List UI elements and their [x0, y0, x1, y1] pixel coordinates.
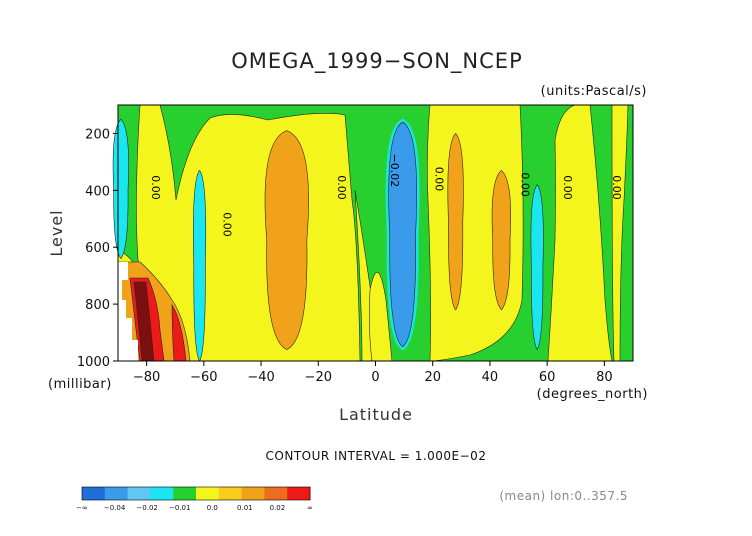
colorbar-swatch: [218, 487, 243, 500]
x-tick-label: −80: [133, 370, 160, 385]
colorbar-tick-label: −0.04: [104, 504, 126, 512]
contour-label: 0.00: [432, 167, 445, 192]
polar-detail: [117, 261, 191, 362]
x-unit-label: (degrees_north): [537, 387, 648, 402]
colorbar-tick-label: −∞: [76, 504, 88, 512]
contour-feature-6: [112, 118, 129, 260]
colorbar-tick-label: ∞: [307, 504, 313, 512]
contour-label: 0.00: [561, 175, 574, 200]
colorbar-tick-label: 0.0: [207, 504, 218, 512]
negative-omega-regions: [112, 118, 544, 362]
strong-positive-regions: [264, 130, 512, 350]
region-yellow-equator-east: [369, 271, 393, 362]
masked-topography: [118, 262, 138, 361]
chart-title: OMEGA_1999−SON_NCEP: [231, 49, 522, 74]
colorbar: −∞ −0.04 −0.02 −0.01 0.0 0.01 0.02 ∞: [76, 486, 313, 512]
x-tick-label: 80: [596, 370, 613, 385]
colorbar-tick-label: −0.02: [136, 504, 157, 512]
x-tick-label: 20: [424, 370, 441, 385]
x-tick-label: −60: [190, 370, 217, 385]
region-yellow-nh-pole: [611, 104, 629, 362]
contour-label: 0.00: [149, 175, 162, 200]
colorbar-swatch: [150, 487, 174, 500]
y-tick-label: 200: [85, 127, 110, 142]
colorbar-tick-label: −0.01: [169, 504, 190, 512]
y-axis-label: Level: [47, 209, 66, 256]
x-tick-label: 0: [371, 370, 379, 385]
colorbar-swatch: [104, 487, 129, 500]
contour-feature-4: [193, 169, 207, 362]
x-tick-label: −20: [305, 370, 332, 385]
x-axis-label: Latitude: [339, 405, 413, 424]
contour-feature-1: [388, 121, 417, 348]
contour-label: −0.02: [388, 154, 401, 188]
colorbar-swatch: [241, 487, 265, 500]
x-tick-label: 40: [482, 370, 499, 385]
contour-labels: 0.00 0.00 0.00 −0.02 0.00 0.00 0.00 0.00: [149, 154, 623, 237]
y-tick-label: 800: [85, 298, 110, 313]
x-tick-label: −40: [247, 370, 274, 385]
colorbar-swatch: [264, 487, 288, 500]
contour-label: 0.00: [335, 175, 348, 200]
colorbar-swatch: [287, 487, 311, 500]
plot-area: 0.00 0.00 0.00 −0.02 0.00 0.00 0.00 0.00: [112, 104, 634, 362]
contour-feature-5: [530, 184, 544, 351]
y-tick-label: 1000: [77, 355, 110, 370]
contour-feature-0: [264, 130, 309, 350]
contour-feature-3: [491, 170, 512, 311]
colorbar-tick-label: 0.01: [237, 504, 253, 512]
colorbar-swatch: [196, 487, 220, 500]
y-tick-label: 600: [85, 241, 110, 256]
colorbar-frame: [81, 486, 311, 501]
contour-label: 0.00: [518, 172, 531, 197]
contour-label: 0.00: [610, 175, 623, 200]
footer-text: (mean) lon:0..357.5: [499, 489, 628, 503]
y-unit-label: (millibar): [48, 377, 112, 392]
y-axis: 200 400 600 800 1000: [77, 127, 118, 370]
contour-feature-2: [447, 133, 464, 311]
colorbar-swatch: [173, 487, 197, 500]
units-label: (units:Pascal/s): [541, 84, 647, 99]
contour-label: 0.00: [221, 212, 234, 237]
x-axis: −80 −60 −40 −20 0 20 40 60 80: [133, 361, 613, 385]
contour-interval: CONTOUR INTERVAL = 1.000E−02: [266, 449, 487, 463]
colorbar-swatch: [82, 487, 106, 500]
colorbar-tick-label: 0.02: [270, 504, 286, 512]
x-tick-label: 60: [539, 370, 556, 385]
colorbar-swatch: [127, 487, 151, 500]
y-tick-label: 400: [85, 184, 110, 199]
